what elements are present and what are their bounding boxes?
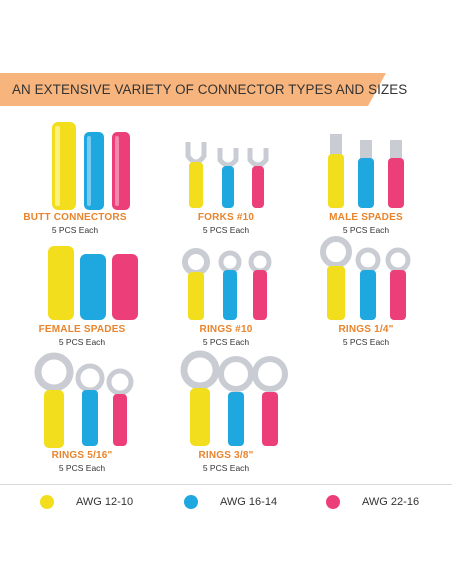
rings-3-8-illustration (158, 350, 298, 446)
pink-dot-icon (326, 495, 340, 509)
item-count-female: 5 PCS Each (58, 337, 106, 347)
legend-label: AWG 22-16 (362, 496, 420, 508)
headline-banner: AN EXTENSIVE VARIETY OF CONNECTOR TYPES … (0, 73, 407, 106)
item-label-rings-5-16: RINGS 5/16" (51, 450, 113, 461)
item-count-rings-5-16: 5 PCS Each (58, 463, 106, 473)
legend-divider (0, 484, 452, 485)
item-count-male: 5 PCS Each (342, 225, 390, 235)
rings-5-16-illustration (14, 352, 154, 448)
legend-item-awg-22-16: AWG 22-16 (326, 494, 419, 510)
banner-title: AN EXTENSIVE VARIETY OF CONNECTOR TYPES … (12, 82, 408, 97)
item-label-rings-10: RINGS #10 (199, 324, 253, 335)
legend-item-awg-16-14: AWG 16-14 (184, 494, 277, 510)
yellow-dot-icon (40, 495, 54, 509)
item-label-forks: FORKS #10 (197, 212, 255, 223)
item-label-rings-3-8: RINGS 3/8" (198, 450, 254, 461)
banner-shape (0, 73, 386, 106)
legend-label: AWG 12-10 (76, 496, 134, 508)
legend-item-awg-12-10: AWG 12-10 (40, 494, 133, 510)
item-count-rings-quarter: 5 PCS Each (342, 337, 390, 347)
female-spades-illustration (14, 244, 154, 320)
rings-10-illustration (158, 248, 298, 320)
item-label-male: MALE SPADES (329, 212, 403, 223)
item-count-rings-3-8: 5 PCS Each (202, 463, 250, 473)
male-spades-illustration (298, 132, 438, 210)
item-label-rings-quarter: RINGS 1/4" (338, 324, 394, 335)
item-count-forks: 5 PCS Each (202, 225, 250, 235)
forks-illustration (158, 138, 298, 210)
legend-label: AWG 16-14 (220, 496, 278, 508)
item-count-butt: 5 PCS Each (51, 225, 99, 235)
item-count-rings-10: 5 PCS Each (202, 337, 250, 347)
item-label-butt: BUTT CONNECTORS (23, 212, 127, 223)
rings-quarter-illustration (298, 236, 438, 320)
butt-connectors-illustration (14, 120, 154, 210)
blue-dot-icon (184, 495, 198, 509)
item-label-female: FEMALE SPADES (38, 324, 126, 335)
